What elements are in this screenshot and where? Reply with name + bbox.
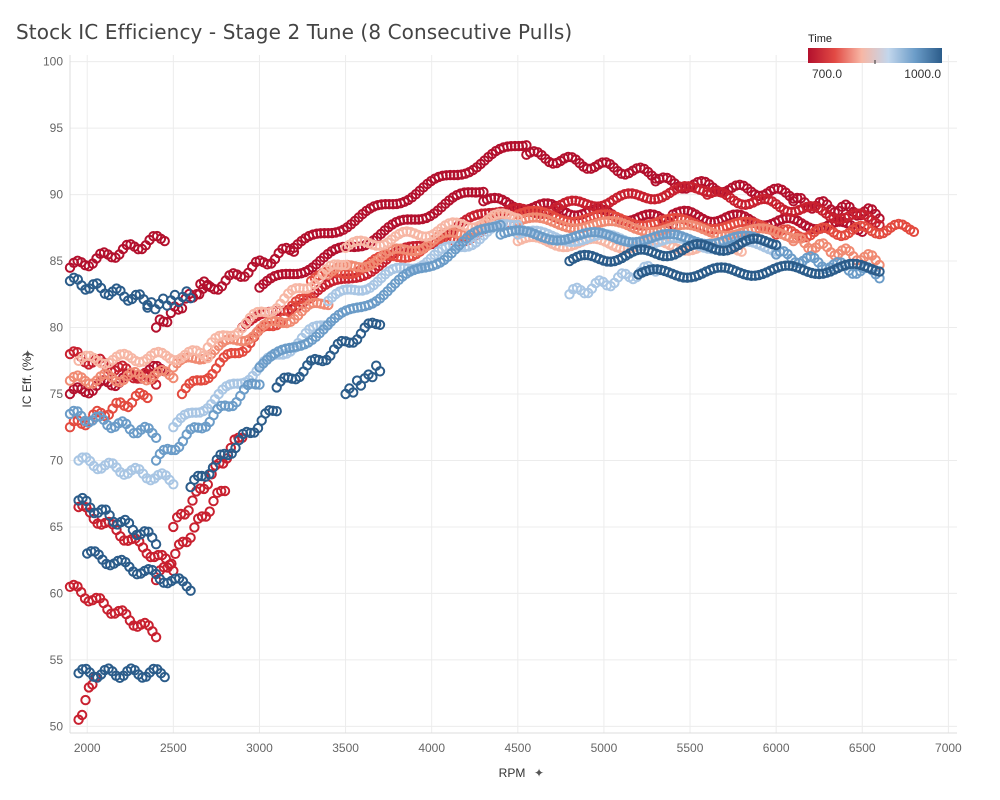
data-point[interactable] xyxy=(91,592,102,604)
chart-title: Stock IC Efficiency - Stage 2 Tune (8 Co… xyxy=(16,20,573,44)
legend-max-label: 1000.0 xyxy=(904,67,941,81)
data-point[interactable] xyxy=(168,372,179,384)
x-tick-label: 2500 xyxy=(160,741,187,755)
data-point[interactable] xyxy=(254,379,265,390)
data-point[interactable] xyxy=(130,289,142,301)
data-point[interactable] xyxy=(139,526,150,537)
data-point[interactable] xyxy=(336,259,347,271)
data-point[interactable] xyxy=(216,485,227,497)
y-axis-pin-icon[interactable]: ✦ xyxy=(21,349,35,359)
data-point[interactable] xyxy=(196,511,208,522)
data-point[interactable] xyxy=(267,405,279,416)
data-point[interactable] xyxy=(150,432,162,443)
data-point[interactable] xyxy=(202,352,214,364)
data-point[interactable] xyxy=(96,504,108,515)
data-point[interactable] xyxy=(80,694,91,706)
data-point[interactable] xyxy=(177,536,189,547)
data-point[interactable] xyxy=(194,483,206,494)
x-tick-label: 4500 xyxy=(504,741,531,755)
y-tick-label: 50 xyxy=(50,719,64,733)
x-tick-label: 6000 xyxy=(763,741,790,755)
data-points xyxy=(64,140,920,725)
data-point[interactable] xyxy=(223,401,235,412)
x-tick-label: 3500 xyxy=(332,741,359,755)
x-axis-ticks: 2000 2500 3000 3500 4000 4500 5000 5500 6000 6500… xyxy=(74,741,962,755)
data-point[interactable] xyxy=(271,406,282,417)
data-point[interactable] xyxy=(159,235,170,247)
data-point[interactable] xyxy=(150,322,162,333)
legend-gradient-bar xyxy=(808,48,942,63)
data-point[interactable] xyxy=(187,495,198,506)
data-point[interactable] xyxy=(150,632,162,643)
data-point[interactable] xyxy=(159,671,170,683)
data-point[interactable] xyxy=(168,479,179,490)
x-tick-label: 4000 xyxy=(418,741,445,755)
data-point[interactable] xyxy=(374,366,386,377)
data-point[interactable] xyxy=(474,187,485,198)
y-tick-label: 70 xyxy=(50,453,64,467)
legend-min-label: 700.0 xyxy=(812,67,842,81)
data-point[interactable] xyxy=(150,539,162,550)
data-point[interactable] xyxy=(791,192,803,204)
data-point[interactable] xyxy=(230,442,241,454)
data-point[interactable] xyxy=(579,288,590,299)
y-tick-label: 75 xyxy=(50,387,64,401)
y-tick-label: 100 xyxy=(43,55,63,69)
data-point[interactable] xyxy=(908,226,920,238)
color-legend[interactable]: Time 700.0 1000.0 xyxy=(808,33,942,81)
data-point[interactable] xyxy=(250,379,261,390)
data-point[interactable] xyxy=(185,585,196,596)
y-tick-label: 55 xyxy=(50,653,64,667)
x-axis-pin-icon[interactable]: ✦ xyxy=(534,766,544,780)
data-point[interactable] xyxy=(204,506,215,517)
data-point[interactable] xyxy=(103,457,115,468)
data-point[interactable] xyxy=(207,462,219,473)
x-tick-label: 5500 xyxy=(677,741,704,755)
data-point[interactable] xyxy=(76,709,88,721)
data-point[interactable] xyxy=(148,663,159,675)
legend-title: Time xyxy=(808,33,832,45)
data-point[interactable] xyxy=(170,548,181,559)
y-tick-label: 95 xyxy=(50,121,64,135)
y-axis-ticks: 50 55 60 65 70 75 80 85 90 95 100 xyxy=(43,55,63,734)
data-point[interactable] xyxy=(348,387,359,398)
data-point[interactable] xyxy=(791,232,803,244)
data-point[interactable] xyxy=(208,495,219,507)
y-tick-label: 65 xyxy=(50,520,64,534)
x-tick-label: 3000 xyxy=(246,741,273,755)
grid-lines xyxy=(69,55,957,734)
data-point[interactable] xyxy=(142,392,153,404)
data-point[interactable] xyxy=(219,485,231,497)
data-point[interactable] xyxy=(185,532,196,543)
y-tick-label: 90 xyxy=(50,188,64,202)
data-point[interactable] xyxy=(374,319,386,330)
data-point[interactable] xyxy=(508,220,520,231)
data-point[interactable] xyxy=(517,140,528,152)
data-point[interactable] xyxy=(189,522,200,533)
y-tick-label: 85 xyxy=(50,254,64,268)
x-tick-label: 5000 xyxy=(591,741,618,755)
y-axis-title: IC Eff. (%) xyxy=(20,352,34,407)
data-point[interactable] xyxy=(340,259,351,271)
x-axis-title: RPM xyxy=(499,766,526,780)
x-tick-label: 6500 xyxy=(849,741,876,755)
x-tick-label: 2000 xyxy=(74,741,101,755)
y-tick-label: 80 xyxy=(50,321,64,335)
data-point[interactable] xyxy=(158,316,169,327)
y-tick-label: 60 xyxy=(50,586,64,600)
data-point[interactable] xyxy=(771,239,782,251)
data-point[interactable] xyxy=(367,371,378,383)
data-point[interactable] xyxy=(162,316,173,328)
data-point[interactable] xyxy=(168,521,179,533)
data-point[interactable] xyxy=(245,427,256,439)
data-point[interactable] xyxy=(202,279,214,291)
data-point[interactable] xyxy=(166,558,177,569)
data-point[interactable] xyxy=(68,405,79,417)
data-point[interactable] xyxy=(185,293,196,304)
x-tick-label: 7000 xyxy=(935,741,962,755)
data-point[interactable] xyxy=(874,266,885,277)
data-point[interactable] xyxy=(183,505,194,516)
